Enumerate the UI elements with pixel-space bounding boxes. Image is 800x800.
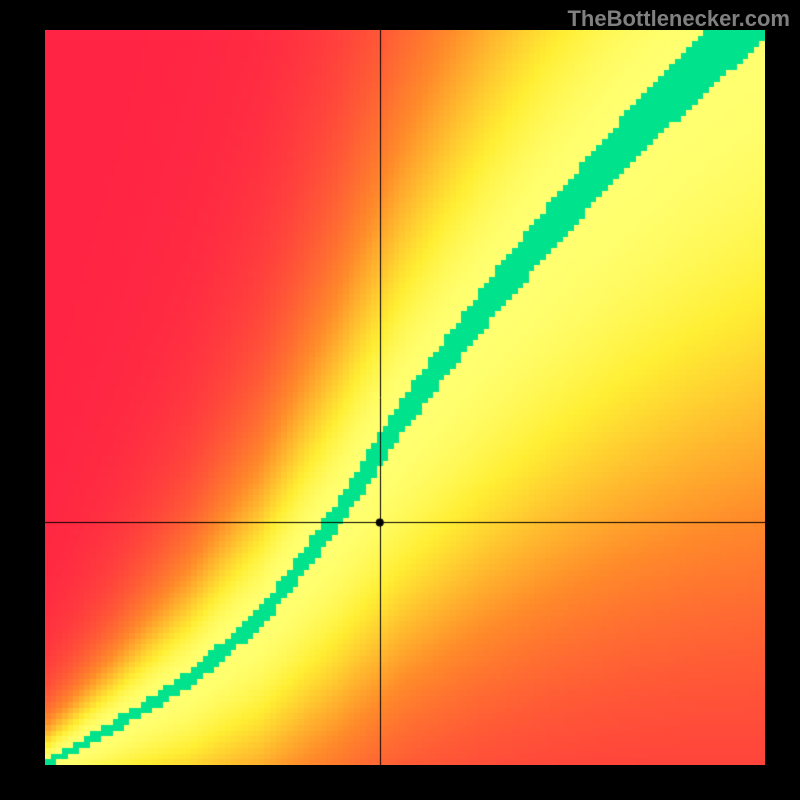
crosshair-overlay (45, 30, 765, 765)
watermark-text: TheBottlenecker.com (567, 6, 790, 32)
chart-container: TheBottlenecker.com (0, 0, 800, 800)
